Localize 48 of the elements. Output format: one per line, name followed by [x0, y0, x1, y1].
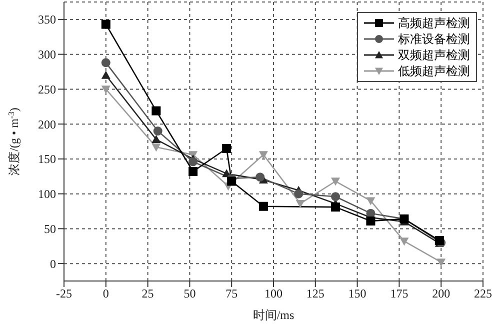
x-tick-label: 225 — [474, 286, 492, 301]
point — [400, 238, 409, 246]
y-tick-label: 200 — [38, 117, 56, 132]
point — [331, 192, 340, 202]
x-tick-label: 50 — [184, 286, 196, 301]
y-tick-label: 100 — [38, 187, 56, 202]
y-tick-label: 0 — [50, 256, 56, 271]
point — [222, 144, 232, 153]
point — [366, 216, 376, 226]
legend-label: 高频超声检测 — [398, 14, 470, 32]
x-axis-title: 时间/ms — [252, 308, 294, 322]
point — [188, 166, 198, 176]
y-tick-label: 50 — [44, 222, 56, 236]
point — [256, 172, 265, 182]
x-tick-label: 175 — [390, 286, 408, 301]
point — [101, 86, 110, 94]
point — [101, 20, 110, 29]
y-tick-label: 350 — [38, 12, 56, 27]
point — [366, 197, 376, 206]
point — [331, 178, 340, 186]
point — [152, 106, 161, 116]
point — [227, 176, 236, 186]
x-tick-label: 125 — [306, 286, 324, 301]
point — [296, 200, 305, 208]
point — [152, 143, 161, 152]
x-tick-label: -25 — [56, 286, 72, 301]
x-tick-label: 75 — [226, 286, 238, 301]
point — [294, 189, 304, 198]
point — [188, 157, 198, 166]
point — [258, 202, 268, 211]
point — [331, 202, 340, 212]
legend-label: 标准设备检测 — [398, 30, 470, 48]
legend-label: 双频超声检测 — [398, 46, 470, 64]
x-tick-label: 25 — [142, 286, 154, 301]
x-tick-label: 150 — [348, 286, 366, 301]
legend-label: 低频超声检测 — [398, 62, 470, 80]
y-tick-label: 300 — [38, 48, 56, 62]
point — [153, 126, 162, 136]
point — [258, 151, 268, 160]
y-tick-label: 250 — [38, 82, 56, 96]
point — [436, 258, 446, 267]
point — [101, 70, 110, 79]
x-tick-label: 0 — [102, 286, 109, 301]
point — [101, 58, 110, 68]
x-tick-label: 100 — [264, 286, 282, 301]
x-tick-label: 200 — [432, 286, 450, 301]
y-tick-label: 150 — [38, 152, 56, 166]
point — [152, 134, 161, 144]
